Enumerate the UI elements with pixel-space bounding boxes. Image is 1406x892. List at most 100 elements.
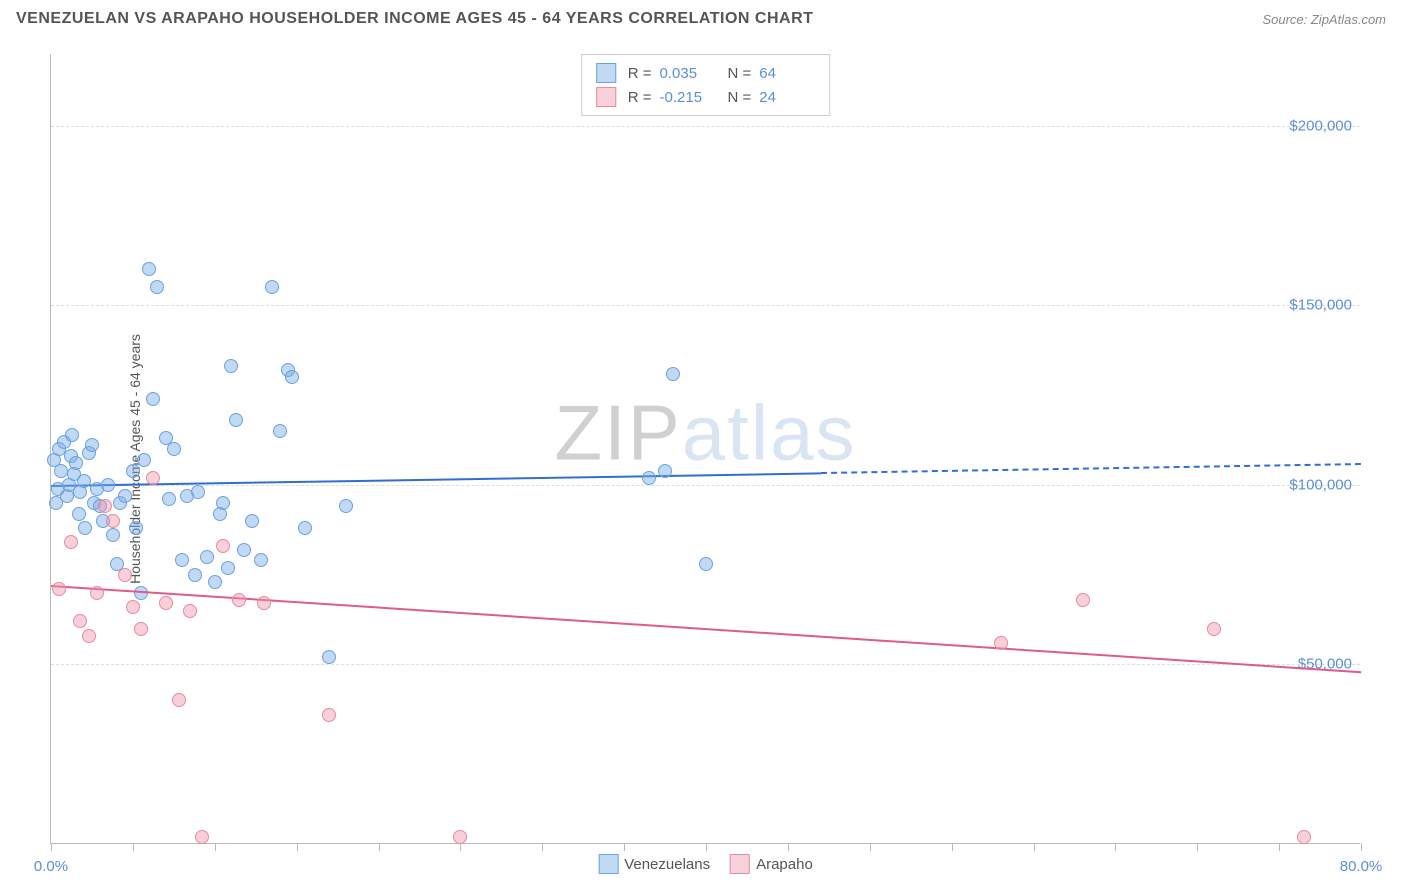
data-point [195, 830, 209, 844]
legend-series: Venezuelans Arapaho [598, 854, 813, 874]
data-point [191, 485, 205, 499]
data-point [52, 582, 66, 596]
n-label: N = [728, 65, 752, 82]
data-point [69, 456, 83, 470]
data-point [134, 622, 148, 636]
gridline [51, 664, 1360, 665]
data-point [994, 636, 1008, 650]
data-point [221, 561, 235, 575]
r-label: R = [628, 65, 652, 82]
x-tick [1115, 843, 1116, 851]
n-value: 64 [759, 65, 815, 82]
data-point [322, 708, 336, 722]
x-tick [1034, 843, 1035, 851]
data-point [118, 568, 132, 582]
data-point [642, 471, 656, 485]
chart-title: VENEZUELAN VS ARAPAHO HOUSEHOLDER INCOME… [16, 10, 813, 28]
x-tick [1361, 843, 1362, 851]
x-tick-label: 80.0% [1340, 858, 1383, 875]
legend-swatch [596, 87, 616, 107]
chart-source: Source: ZipAtlas.com [1262, 12, 1386, 27]
legend-swatch [598, 854, 618, 874]
data-point [232, 593, 246, 607]
data-point [172, 693, 186, 707]
data-point [73, 614, 87, 628]
legend-item: Arapaho [730, 854, 813, 874]
data-point [285, 370, 299, 384]
x-tick [133, 843, 134, 851]
x-tick [870, 843, 871, 851]
data-point [200, 550, 214, 564]
data-point [339, 499, 353, 513]
data-point [322, 650, 336, 664]
legend-label: Venezuelans [624, 856, 710, 873]
y-tick-label: $200,000 [1289, 117, 1352, 134]
data-point [159, 596, 173, 610]
data-point [257, 596, 271, 610]
plot-region: ZIPatlas $50,000$100,000$150,000$200,000… [50, 54, 1360, 844]
x-tick [952, 843, 953, 851]
gridline [51, 126, 1360, 127]
data-point [224, 359, 238, 373]
data-point [208, 575, 222, 589]
data-point [245, 514, 259, 528]
legend-swatch [596, 63, 616, 83]
chart-area: Householder Income Ages 45 - 64 years ZI… [0, 34, 1406, 884]
data-point [64, 535, 78, 549]
r-label: R = [628, 89, 652, 106]
x-tick [1197, 843, 1198, 851]
n-label: N = [728, 89, 752, 106]
x-tick [379, 843, 380, 851]
data-point [229, 413, 243, 427]
data-point [237, 543, 251, 557]
x-tick-label: 0.0% [34, 858, 68, 875]
data-point [162, 492, 176, 506]
x-tick [788, 843, 789, 851]
data-point [146, 392, 160, 406]
data-point [137, 453, 151, 467]
legend-row: R = 0.035 N = 64 [596, 61, 816, 85]
data-point [699, 557, 713, 571]
data-point [54, 464, 68, 478]
x-tick [706, 843, 707, 851]
data-point [77, 474, 91, 488]
legend-swatch [730, 854, 750, 874]
x-tick [297, 843, 298, 851]
data-point [106, 528, 120, 542]
data-point [453, 830, 467, 844]
chart-header: VENEZUELAN VS ARAPAHO HOUSEHOLDER INCOME… [0, 0, 1406, 34]
x-tick [542, 843, 543, 851]
data-point [658, 464, 672, 478]
data-point [298, 521, 312, 535]
r-value: 0.035 [660, 65, 716, 82]
data-point [666, 367, 680, 381]
data-point [216, 539, 230, 553]
data-point [101, 478, 115, 492]
data-point [98, 499, 112, 513]
data-point [150, 280, 164, 294]
data-point [106, 514, 120, 528]
data-point [183, 604, 197, 618]
data-point [1207, 622, 1221, 636]
x-tick [1279, 843, 1280, 851]
x-tick [624, 843, 625, 851]
data-point [1076, 593, 1090, 607]
x-tick [215, 843, 216, 851]
r-value: -0.215 [660, 89, 716, 106]
x-tick [460, 843, 461, 851]
y-tick-label: $100,000 [1289, 476, 1352, 493]
data-point [188, 568, 202, 582]
watermark: ZIPatlas [554, 387, 856, 478]
gridline [51, 485, 1360, 486]
data-point [167, 442, 181, 456]
x-tick [51, 843, 52, 851]
data-point [254, 553, 268, 567]
data-point [1297, 830, 1311, 844]
data-point [265, 280, 279, 294]
data-point [118, 489, 132, 503]
trend-line [51, 585, 1361, 673]
data-point [175, 553, 189, 567]
data-point [142, 262, 156, 276]
gridline [51, 305, 1360, 306]
data-point [65, 428, 79, 442]
